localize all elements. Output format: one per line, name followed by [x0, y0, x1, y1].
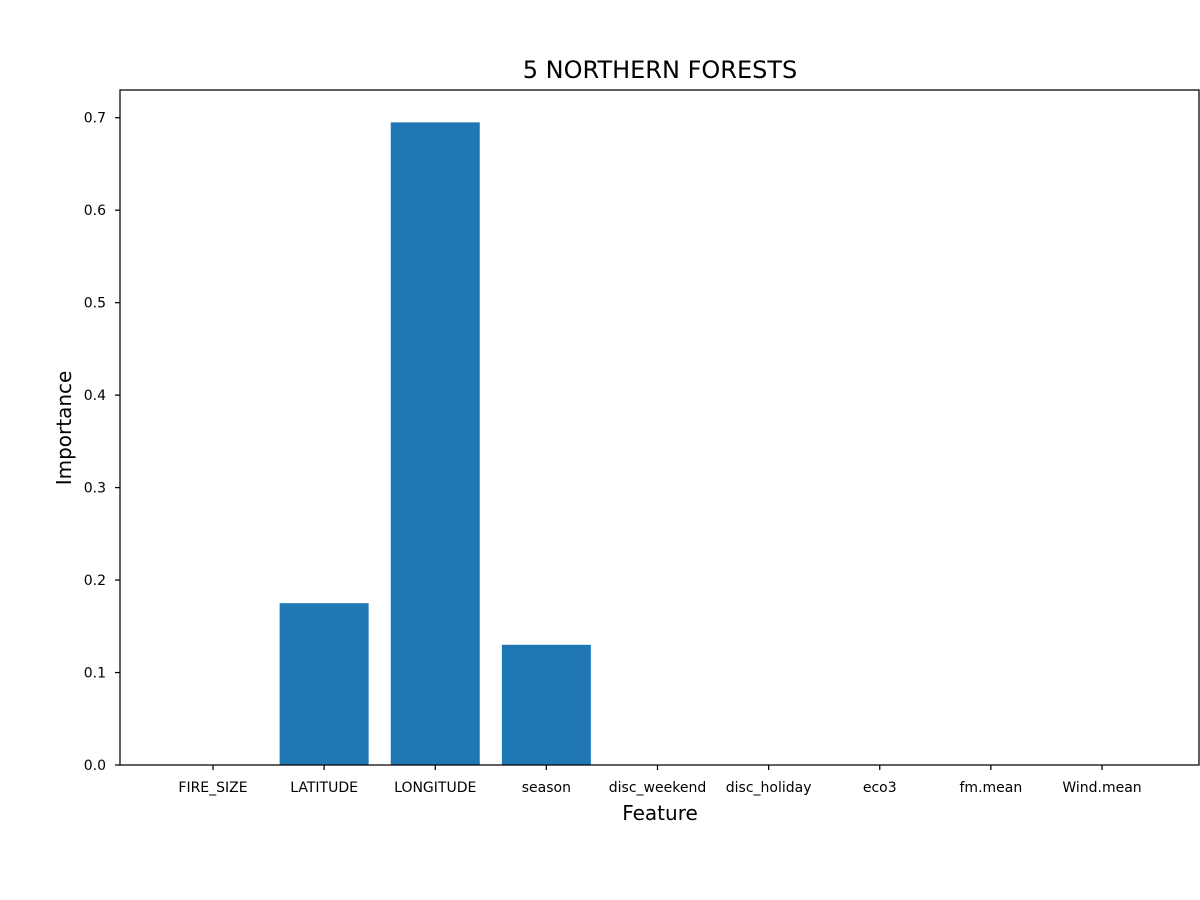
y-tick-label: 0.5: [84, 296, 106, 312]
bars-group: [279, 122, 591, 766]
y-tick-label: 0.1: [84, 666, 106, 682]
x-tick-label: season: [522, 780, 571, 796]
bar-longitude: [390, 122, 480, 766]
x-axis-label: Feature: [622, 801, 698, 825]
y-axis-ticks: 0.0 0.1 0.2 0.3 0.4 0.5 0.6 0.7: [84, 111, 120, 774]
x-tick-label: LATITUDE: [290, 780, 358, 796]
x-tick-label: fm.mean: [960, 780, 1023, 796]
y-tick-label: 0.2: [84, 573, 106, 589]
x-tick-label: LONGITUDE: [394, 780, 476, 796]
y-axis-label: Importance: [52, 371, 76, 486]
plot-area-frame: [119, 89, 1200, 766]
bar-season: [501, 644, 591, 765]
y-tick-label: 0.0: [84, 758, 106, 774]
x-tick-label: Wind.mean: [1062, 780, 1141, 796]
x-tick-label: FIRE_SIZE: [178, 780, 247, 796]
x-tick-label: disc_weekend: [609, 780, 706, 796]
bar-latitude: [279, 603, 369, 765]
y-tick-label: 0.6: [84, 203, 106, 219]
x-tick-label: eco3: [863, 780, 897, 796]
y-tick-label: 0.3: [84, 481, 106, 497]
chart-title: 5 NORTHERN FORESTS: [523, 56, 797, 84]
y-tick-label: 0.4: [84, 388, 106, 404]
y-tick-label: 0.7: [84, 111, 106, 127]
x-axis-ticks: FIRE_SIZE LATITUDE LONGITUDE season disc_wee…: [178, 765, 1142, 796]
x-tick-label: disc_holiday: [726, 780, 812, 796]
